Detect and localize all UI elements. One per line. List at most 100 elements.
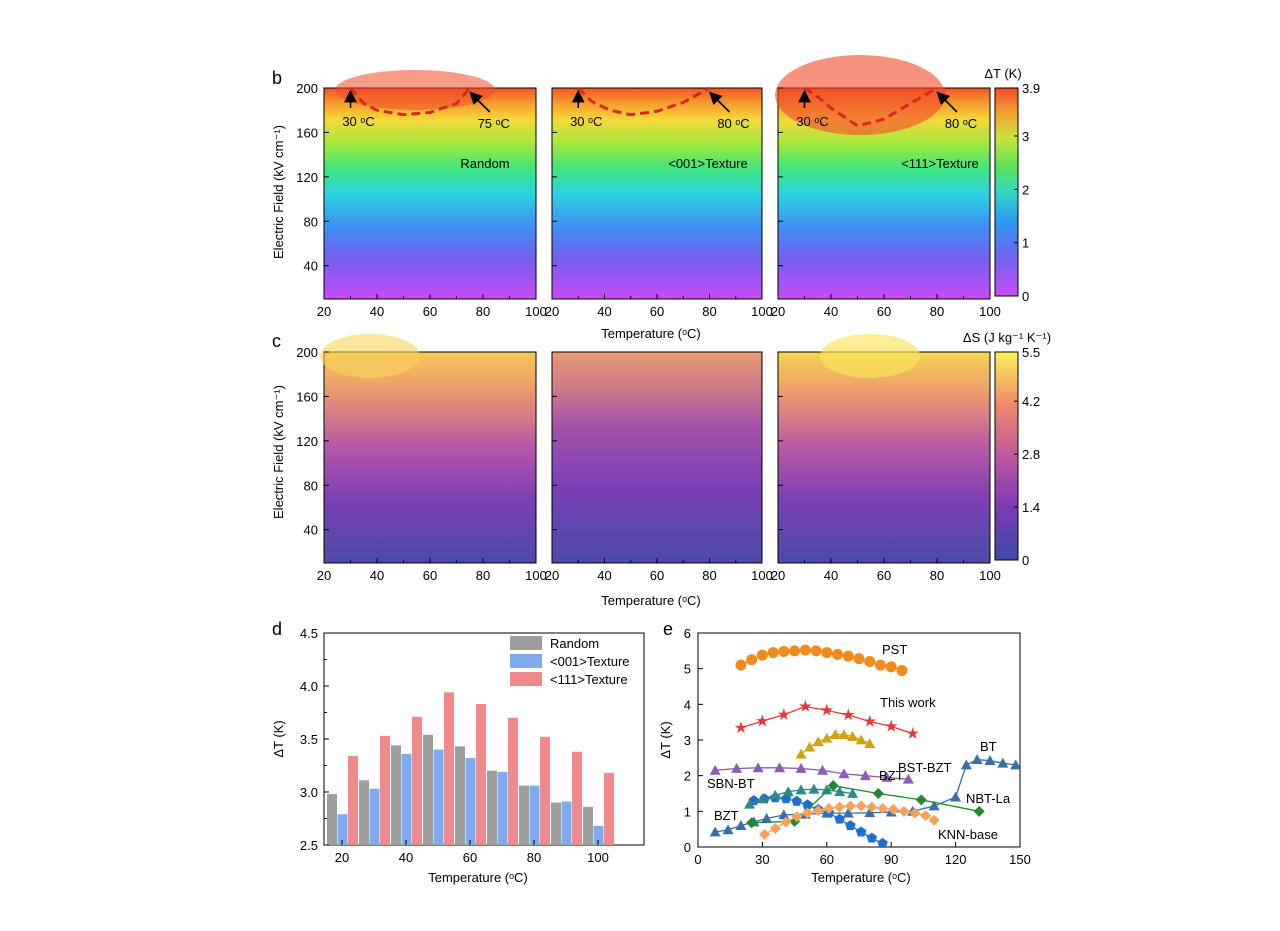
marker-star bbox=[863, 714, 876, 727]
marker-triangle bbox=[804, 741, 816, 752]
bar bbox=[508, 717, 518, 845]
colorbar-b-title: ΔT (K) bbox=[984, 66, 1021, 81]
marker-diamond bbox=[791, 811, 803, 823]
bar bbox=[433, 749, 444, 845]
y-tick-label: 6 bbox=[684, 626, 691, 641]
x-tick-label: 100 bbox=[751, 304, 773, 319]
marker-triangle bbox=[950, 791, 962, 802]
x-tick-label: 80 bbox=[476, 568, 490, 583]
x-tick-label: 60 bbox=[877, 568, 891, 583]
y-tick-label: 160 bbox=[296, 125, 318, 140]
marker-triangle bbox=[722, 824, 734, 835]
x-tick-label: 40 bbox=[824, 304, 838, 319]
marker-star bbox=[777, 708, 791, 720]
ylabel-b: Electric Field (kV cm⁻¹) bbox=[271, 125, 286, 259]
arrow-label-left: 30 ᵒC bbox=[796, 114, 828, 129]
marker-diamond bbox=[746, 817, 758, 829]
x-tick-label: 60 bbox=[820, 852, 834, 867]
marker-triangle bbox=[847, 730, 859, 741]
marker-triangle bbox=[752, 762, 764, 773]
heatmap-c-111 bbox=[777, 351, 991, 564]
marker-triangle bbox=[795, 784, 807, 795]
marker-triangle bbox=[812, 736, 824, 747]
y-tick-label: 4.0 bbox=[300, 679, 318, 694]
marker-triangle bbox=[774, 762, 786, 773]
colorbar-tick-label: 3 bbox=[1022, 129, 1029, 144]
bar bbox=[604, 772, 614, 845]
marker-diamond bbox=[973, 805, 985, 817]
marker-diamond bbox=[915, 794, 927, 806]
x-tick-label: 60 bbox=[423, 568, 437, 583]
marker-star bbox=[734, 721, 748, 734]
marker-diamond bbox=[759, 829, 771, 841]
colorbar-tick-label: 0 bbox=[1022, 289, 1029, 304]
hot-core-random bbox=[335, 70, 495, 110]
marker-diamond bbox=[823, 802, 835, 814]
marker-triangle bbox=[782, 786, 794, 797]
y-tick-label: 0 bbox=[684, 840, 691, 855]
marker-star bbox=[884, 719, 898, 732]
marker-triangle bbox=[1010, 759, 1022, 770]
panel-d: 20 40 60 80 100 2.5 3.0 3.5 4.0 4.5 Random <001>Te… bbox=[271, 626, 645, 885]
series-line bbox=[715, 767, 909, 780]
marker-circle bbox=[735, 659, 747, 671]
x-tick-label: 80 bbox=[702, 304, 716, 319]
marker-triangle bbox=[842, 807, 854, 818]
bar bbox=[401, 753, 412, 845]
colorbar-b bbox=[994, 87, 1019, 297]
marker-circle bbox=[896, 664, 908, 676]
bar bbox=[572, 751, 582, 845]
x-tick-label: 60 bbox=[463, 850, 477, 865]
bar bbox=[412, 716, 422, 845]
series-label: NBT-La bbox=[966, 791, 1011, 806]
marker-circle bbox=[746, 654, 758, 666]
bar bbox=[444, 692, 454, 845]
legend-label: <001>Texture bbox=[550, 654, 630, 669]
marker-circle bbox=[832, 648, 844, 660]
x-tick-label: 40 bbox=[597, 304, 611, 319]
marker-diamond bbox=[866, 801, 878, 813]
marker-circle bbox=[767, 647, 779, 659]
marker-triangle bbox=[834, 786, 846, 797]
marker-star bbox=[906, 727, 919, 739]
legend-label: Random bbox=[550, 636, 599, 651]
y-tick-label: 40 bbox=[304, 259, 318, 274]
x-tick-label: 30 bbox=[755, 852, 769, 867]
hot-core-c-111 bbox=[820, 334, 920, 378]
bar bbox=[455, 746, 465, 845]
arrow-right bbox=[708, 91, 731, 113]
x-tick-label: 20 bbox=[771, 304, 785, 319]
marker-circle bbox=[799, 644, 811, 656]
marker-circle bbox=[864, 656, 876, 668]
x-tick-label: 20 bbox=[317, 568, 331, 583]
panel-label-c: c bbox=[272, 331, 281, 351]
panel-label-b: b bbox=[272, 68, 282, 88]
series-label: BZT bbox=[879, 768, 904, 783]
colorbar-c bbox=[994, 351, 1019, 561]
marker-triangle bbox=[838, 768, 850, 779]
marker-circle bbox=[874, 659, 886, 671]
x-tick-label: 100 bbox=[979, 568, 1001, 583]
subplot-label: <111>Texture bbox=[901, 156, 979, 171]
bar bbox=[337, 814, 348, 845]
y-tick-label: 5 bbox=[684, 662, 691, 677]
bar bbox=[380, 735, 390, 845]
marker-diamond bbox=[928, 814, 940, 826]
xlabel-d: Temperature (ᵒC) bbox=[428, 870, 528, 885]
marker-triangle bbox=[971, 754, 983, 765]
x-tick-label: 40 bbox=[399, 850, 413, 865]
marker-triangle bbox=[859, 770, 871, 781]
marker-star bbox=[799, 699, 812, 712]
ylabel-d: ΔT (K) bbox=[271, 720, 286, 757]
x-tick-label: 100 bbox=[587, 850, 609, 865]
x-tick-label: 40 bbox=[370, 304, 384, 319]
marker-triangle bbox=[960, 759, 972, 770]
marker-triangle bbox=[795, 748, 807, 759]
marker-triangle bbox=[928, 800, 940, 811]
marker-triangle bbox=[709, 764, 721, 775]
ylabel-c: Electric Field (kV cm⁻¹) bbox=[271, 385, 286, 519]
marker-triangle bbox=[997, 757, 1009, 768]
marker-diamond bbox=[780, 816, 792, 828]
